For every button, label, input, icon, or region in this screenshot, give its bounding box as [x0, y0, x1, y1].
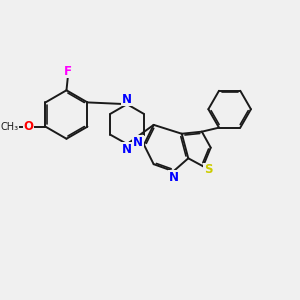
Text: N: N — [169, 171, 178, 184]
Text: N: N — [122, 142, 132, 156]
Text: N: N — [122, 93, 132, 106]
Text: N: N — [133, 136, 143, 149]
Text: F: F — [64, 64, 72, 78]
Text: O: O — [23, 120, 33, 133]
Text: CH₃: CH₃ — [0, 122, 19, 132]
Text: S: S — [204, 163, 213, 176]
